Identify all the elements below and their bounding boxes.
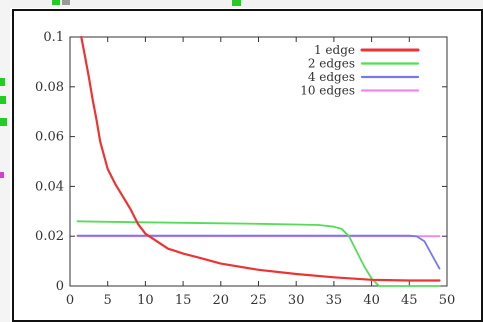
y-tick-label: 0.04 xyxy=(35,179,64,194)
chart-window-frame xyxy=(12,9,483,322)
x-tick-label: 50 xyxy=(439,293,456,308)
x-tick-label: 15 xyxy=(175,293,192,308)
bg-strip-top xyxy=(0,0,483,8)
x-tick-label: 45 xyxy=(401,293,418,308)
legend-label: 1 edge xyxy=(314,43,355,57)
y-tick-label: 0.08 xyxy=(35,80,64,95)
y-tick-label: 0.06 xyxy=(35,130,64,145)
bg-green-marker xyxy=(0,118,7,126)
x-tick-label: 30 xyxy=(288,293,305,308)
x-tick-label: 20 xyxy=(213,293,230,308)
bg-green-marker xyxy=(0,78,5,86)
bg-gray-marker xyxy=(62,0,70,5)
legend-label: 10 edges xyxy=(300,84,355,98)
x-tick-label: 5 xyxy=(104,293,112,308)
x-tick-label: 0 xyxy=(66,293,74,308)
x-tick-label: 10 xyxy=(137,293,154,308)
bg-strip-left xyxy=(0,0,10,322)
bg-green-marker xyxy=(52,0,60,5)
x-tick-label: 40 xyxy=(363,293,380,308)
axis-ticks: 0 5 10 15 20 25 30 35 40 45 50 0 0.02 0.04 0.06 0.08 0.1 xyxy=(35,30,455,308)
y-tick-label: 0.02 xyxy=(35,229,64,244)
series-lines xyxy=(76,35,441,287)
bg-magenta-marker xyxy=(0,172,4,178)
y-tick-label: 0.1 xyxy=(43,30,64,45)
series-line-3 xyxy=(76,234,441,270)
legend-label: 4 edges xyxy=(308,70,355,84)
x-tick-label: 25 xyxy=(250,293,267,308)
y-tick-label: 0 xyxy=(56,279,64,294)
series-line-2 xyxy=(76,220,441,287)
series-line-1 xyxy=(80,35,441,282)
bg-green-marker xyxy=(0,96,6,104)
x-tick-label: 35 xyxy=(326,293,343,308)
legend-label: 2 edges xyxy=(308,57,355,71)
bg-green-marker xyxy=(232,0,241,6)
